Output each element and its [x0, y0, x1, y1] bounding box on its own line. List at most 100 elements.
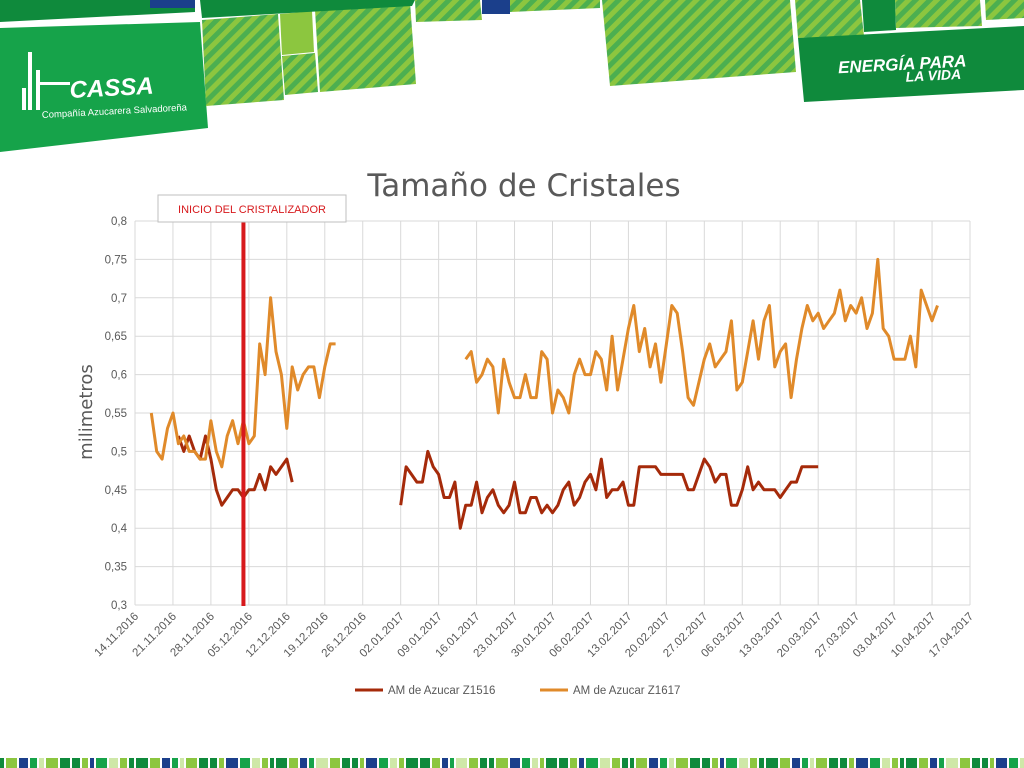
band-segment [960, 758, 970, 768]
band-segment [352, 758, 358, 768]
band-segment [766, 758, 778, 768]
band-segment [120, 758, 127, 768]
legend: AM de Azucar Z1516 AM de Azucar Z1617 [355, 685, 680, 697]
y-tick-label: 0,65 [105, 331, 127, 343]
band-segment [702, 758, 710, 768]
series-line-1 [176, 434, 294, 507]
band-segment [930, 758, 937, 768]
series-line-2 [464, 257, 939, 415]
band-segment [622, 758, 628, 768]
band-segment [586, 758, 598, 768]
band-segment [739, 758, 748, 768]
logo-mark-bar-3 [22, 88, 26, 110]
logo-name: CASSA [69, 73, 154, 104]
band-segment [309, 758, 314, 768]
band-segment [456, 758, 467, 768]
tile-13 [985, 0, 1024, 20]
tile-8 [510, 0, 600, 12]
band-segment [540, 758, 544, 768]
y-tick-label: 0,35 [105, 562, 127, 574]
band-segment [946, 758, 958, 768]
band-segment [270, 758, 274, 768]
band-segment [510, 758, 520, 768]
band-segment [46, 758, 58, 768]
band-segment [496, 758, 508, 768]
logo-mark-bar-2 [36, 70, 40, 110]
band-segment [262, 758, 268, 768]
band-segment [649, 758, 658, 768]
tile-12 [895, 0, 982, 28]
band-segment [432, 758, 440, 768]
y-axis-label: milimetros [76, 364, 97, 460]
band-segment [330, 758, 340, 768]
tile-4 [315, 2, 416, 92]
band-segment [39, 758, 44, 768]
y-tick-label: 0,55 [105, 408, 127, 420]
top-left-blue [150, 0, 195, 8]
band-segment [19, 758, 28, 768]
tile-6 [415, 0, 482, 22]
band-segment [469, 758, 478, 768]
band-segment [399, 758, 404, 768]
band-segment [172, 758, 178, 768]
band-segment [990, 758, 994, 768]
band-segment [522, 758, 530, 768]
band-segment [480, 758, 487, 768]
band-segment [792, 758, 800, 768]
y-tick-label: 0,3 [111, 600, 127, 612]
band-segment [60, 758, 70, 768]
logo-panel [0, 22, 208, 152]
band-segment [276, 758, 287, 768]
band-segment [390, 758, 397, 768]
band-segment [240, 758, 250, 768]
band-segment [289, 758, 298, 768]
band-segment [892, 758, 898, 768]
header-banner [0, 0, 1024, 152]
band-segment [570, 758, 577, 768]
band-segment [882, 758, 890, 768]
top-left-strip [0, 0, 195, 22]
band-segment [856, 758, 868, 768]
tile-5 [200, 0, 415, 18]
band-segment [676, 758, 688, 768]
band-segment [750, 758, 757, 768]
band-segment [90, 758, 94, 768]
band-segment [96, 758, 107, 768]
band-segment [0, 758, 4, 768]
band-segment [252, 758, 260, 768]
band-segment [30, 758, 37, 768]
band-segment [316, 758, 328, 768]
band-segment [219, 758, 224, 768]
band-segment [450, 758, 454, 768]
x-axis-ticks: 14.11.201621.11.201628.11.201605.12.2016… [93, 611, 977, 660]
band-segment [406, 758, 418, 768]
band-segment [420, 758, 430, 768]
band-segment [82, 758, 88, 768]
band-segment [342, 758, 350, 768]
band-segment [780, 758, 790, 768]
series-line-1 [399, 449, 819, 530]
slogan-line-2: LA VIDA [905, 66, 961, 85]
band-segment [636, 758, 647, 768]
band-segment [900, 758, 904, 768]
annotation-label: INICIO DEL CRISTALIZADOR [178, 204, 326, 216]
band-segment [870, 758, 880, 768]
slogan-panel [798, 26, 1024, 102]
band-segment [630, 758, 634, 768]
band-segment [360, 758, 364, 768]
band-segment [300, 758, 307, 768]
band-segment [972, 758, 980, 768]
band-segment [759, 758, 764, 768]
chart-title: Tamaño de Cristales [366, 168, 680, 204]
bottom-decorative-band [0, 758, 1024, 768]
band-segment [939, 758, 944, 768]
band-segment [546, 758, 557, 768]
y-tick-label: 0,8 [111, 216, 127, 228]
band-segment [6, 758, 17, 768]
y-tick-label: 0,5 [111, 446, 127, 458]
tile-3 [282, 53, 318, 95]
y-axis-ticks: 0,3 0,35 0,4 0,45 0,5 0,55 0,6 0,65 0,7 0,75 0,8 [105, 216, 128, 612]
logo-mark-bar-1 [28, 52, 32, 110]
band-segment [919, 758, 928, 768]
